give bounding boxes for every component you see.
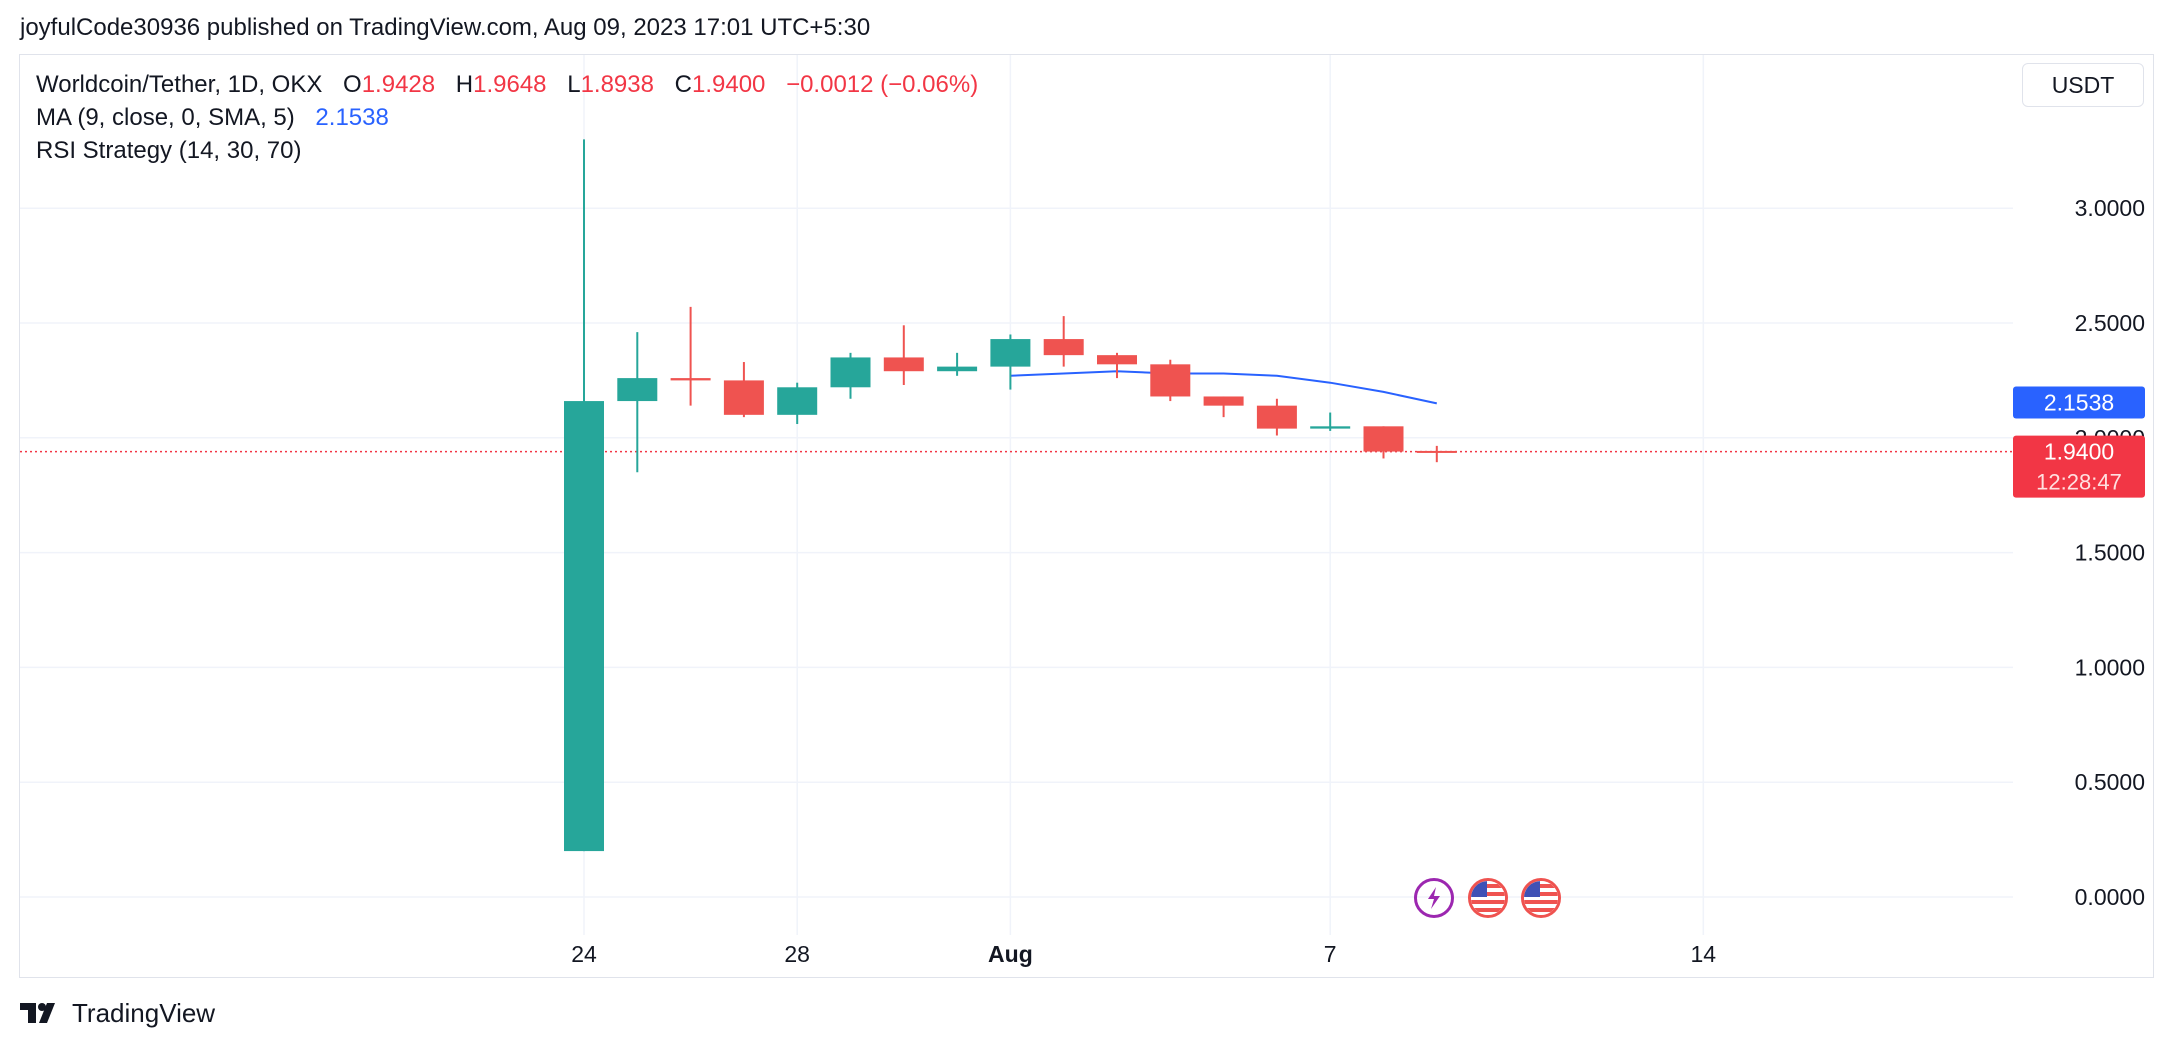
legend-c-value: 1.9400 bbox=[691, 71, 766, 98]
tradingview-logo-icon bbox=[20, 1002, 55, 1023]
candle-body bbox=[617, 378, 658, 402]
x-tick-label: 14 bbox=[1691, 941, 1717, 967]
legend-ma[interactable]: MA (9, close, 0, SMA, 5) 2.1538 bbox=[36, 104, 389, 132]
x-tick-label: 28 bbox=[784, 941, 810, 967]
legend-h-value: 1.9648 bbox=[473, 71, 547, 98]
candle-body bbox=[1150, 364, 1191, 397]
legend-o-value: 1.9428 bbox=[361, 71, 436, 98]
candle bbox=[990, 334, 1031, 390]
legend-rsi-label: RSI Strategy (14, 30, 70) bbox=[36, 137, 302, 164]
candle-body bbox=[1043, 339, 1084, 356]
candle bbox=[723, 362, 764, 418]
candle bbox=[1416, 445, 1457, 463]
candle-body bbox=[990, 339, 1031, 367]
y-tick-label: 3.0000 bbox=[2075, 195, 2145, 221]
candle-body bbox=[1363, 426, 1404, 452]
candle bbox=[1310, 412, 1351, 431]
y-tick-label: 2.5000 bbox=[2075, 310, 2145, 336]
x-tick-label: Aug bbox=[988, 941, 1033, 967]
candle bbox=[670, 306, 711, 406]
publisher-line: joyfulCode30936 published on TradingView… bbox=[20, 14, 871, 41]
legend-ohlc: Worldcoin/Tether, 1D, OKX O1.9428 H1.964… bbox=[36, 71, 978, 99]
last-price-badge bbox=[2013, 435, 2145, 498]
ma-line bbox=[1010, 370, 1438, 405]
candle bbox=[617, 332, 658, 473]
y-tick-label: 1.0000 bbox=[2075, 654, 2145, 680]
candle-body bbox=[830, 357, 871, 388]
legend-change: −0.0012 (−0.06%) bbox=[786, 71, 979, 98]
tradingview-logo-text: TradingView bbox=[72, 998, 216, 1028]
y-tick-label: 1.5000 bbox=[2075, 540, 2145, 566]
y-tick-label: 0.0000 bbox=[2075, 884, 2145, 910]
us-flag-icon[interactable] bbox=[1468, 878, 1508, 918]
legend-o-label: O bbox=[343, 71, 362, 98]
candle-body bbox=[1097, 355, 1137, 365]
price-badges: 2.1538 1.9400 12:28:47 bbox=[2013, 386, 2145, 498]
ma-price-badge-text: 2.1538 bbox=[2044, 389, 2114, 415]
candle-body bbox=[1310, 426, 1351, 429]
legend-l-label: L bbox=[567, 71, 581, 98]
candle bbox=[1150, 359, 1191, 402]
x-axis: 24 28 Aug 7 14 bbox=[571, 941, 1716, 967]
candle-body bbox=[1203, 396, 1244, 406]
candle bbox=[1043, 316, 1084, 367]
ma-series-line bbox=[1010, 370, 1438, 405]
legend-rsi[interactable]: RSI Strategy (14, 30, 70) bbox=[36, 137, 301, 165]
legend-ma-value: 2.1538 bbox=[315, 104, 389, 131]
candle-body bbox=[723, 380, 764, 415]
grid bbox=[20, 55, 2013, 935]
candle bbox=[1203, 396, 1244, 418]
candle-body bbox=[937, 366, 978, 372]
currency-button[interactable]: USDT bbox=[2022, 63, 2144, 107]
legend-l-value: 1.8938 bbox=[580, 71, 654, 98]
countdown-badge-text: 12:28:47 bbox=[2036, 470, 2122, 495]
lightning-icon[interactable] bbox=[1414, 878, 1454, 918]
candle bbox=[777, 382, 818, 425]
candle-body bbox=[670, 378, 711, 381]
y-tick-label: 0.5000 bbox=[2075, 769, 2145, 795]
candle bbox=[1097, 352, 1137, 379]
legend-symbol[interactable]: Worldcoin/Tether, 1D, OKX bbox=[36, 71, 323, 98]
ma-price-badge bbox=[2013, 386, 2145, 419]
candle bbox=[1256, 398, 1297, 436]
legend-ma-label: MA (9, close, 0, SMA, 5) bbox=[36, 104, 295, 131]
candle-body bbox=[1416, 450, 1457, 453]
candle bbox=[937, 352, 978, 376]
x-tick-label: 24 bbox=[571, 941, 597, 967]
candle-body bbox=[777, 387, 818, 415]
candle-body bbox=[564, 401, 604, 852]
candle bbox=[564, 139, 604, 852]
legend-c-label: C bbox=[674, 71, 692, 98]
chart-frame bbox=[19, 54, 2154, 978]
candles bbox=[564, 139, 1457, 852]
candle-body bbox=[883, 357, 924, 372]
y-axis: 3.00002.50002.00001.50001.00000.50000.00… bbox=[2075, 195, 2145, 910]
tradingview-logo[interactable]: TradingView bbox=[20, 998, 215, 1029]
us-flag-icon[interactable] bbox=[1521, 878, 1561, 918]
last-price-badge-text: 1.9400 bbox=[2044, 439, 2114, 465]
legend-h-label: H bbox=[455, 71, 474, 98]
candle bbox=[1363, 426, 1404, 459]
candle bbox=[830, 352, 871, 399]
candle bbox=[883, 325, 924, 385]
x-tick-label: 7 bbox=[1324, 941, 1337, 967]
candle-body bbox=[1256, 405, 1297, 429]
